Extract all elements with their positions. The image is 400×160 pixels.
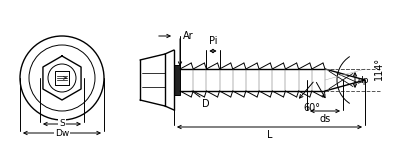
Text: Pi: Pi	[209, 36, 217, 46]
Text: dp: dp	[358, 76, 370, 84]
Text: D: D	[202, 99, 210, 109]
Text: Ar: Ar	[183, 31, 194, 41]
Text: Dw: Dw	[55, 128, 69, 137]
Text: 114°: 114°	[374, 57, 384, 80]
Text: S: S	[59, 120, 65, 128]
Text: L: L	[267, 130, 272, 140]
Bar	[174, 65, 180, 95]
Text: 60°: 60°	[304, 103, 320, 113]
Text: ds: ds	[319, 114, 331, 124]
